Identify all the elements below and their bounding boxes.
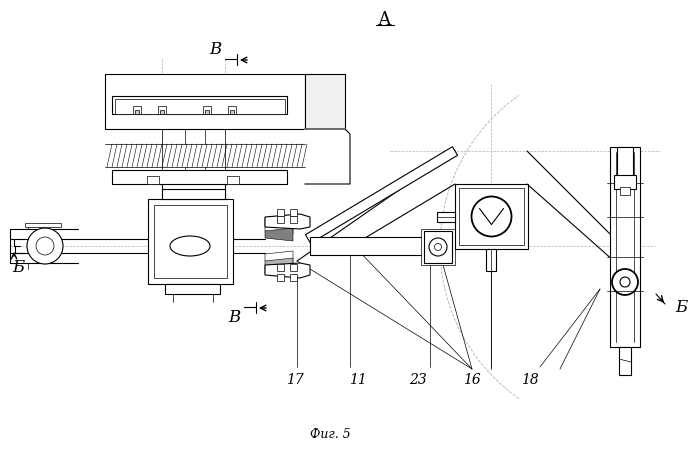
Bar [160,111,164,115]
Bar [203,107,211,115]
Bar [25,224,61,227]
Bar [619,347,631,375]
Polygon shape [305,130,350,184]
Circle shape [429,239,447,257]
Bar [165,285,220,295]
Circle shape [27,229,63,264]
Text: 23: 23 [409,372,427,386]
Circle shape [612,269,638,295]
Bar [424,231,452,263]
Bar [290,274,297,281]
Circle shape [435,244,442,251]
Polygon shape [265,265,293,277]
Text: Фиг. 5: Фиг. 5 [310,428,350,441]
Bar [227,177,239,184]
Bar [277,210,284,216]
Bar [105,75,305,130]
Bar [112,170,287,184]
Bar [112,97,287,115]
Text: 11: 11 [349,372,367,386]
Bar [310,238,445,255]
Text: 16: 16 [463,372,481,386]
Circle shape [36,238,54,255]
Bar [614,175,636,189]
Text: Б: Б [12,259,24,276]
Bar [277,274,284,281]
Bar [162,189,225,199]
Bar [290,216,297,224]
Bar [230,111,234,115]
Polygon shape [265,263,310,278]
Text: В: В [209,41,221,58]
Bar [115,100,285,115]
Bar [228,107,236,115]
Bar [459,189,524,245]
Bar [421,230,455,265]
Polygon shape [265,258,293,272]
Bar [305,75,345,130]
Bar [620,188,630,196]
Circle shape [472,197,512,237]
Bar [133,107,141,115]
Polygon shape [305,147,458,244]
Bar [135,111,139,115]
Bar [290,264,297,272]
Bar [277,216,284,224]
Ellipse shape [170,236,210,257]
Bar [617,147,633,178]
Text: Б: Б [675,299,687,316]
Polygon shape [265,252,293,264]
Bar [290,210,297,216]
Bar [158,107,166,115]
Text: В: В [228,309,240,326]
Bar [277,264,284,272]
Text: 18: 18 [521,372,539,386]
Polygon shape [265,221,293,235]
Text: 17: 17 [286,372,304,386]
Polygon shape [265,215,310,230]
Bar [610,147,640,347]
Polygon shape [265,229,293,241]
Bar [437,212,455,222]
Bar [154,206,227,278]
Bar [147,177,159,184]
Circle shape [620,277,630,287]
Bar [455,184,528,249]
Polygon shape [265,216,293,227]
Text: А: А [378,11,392,29]
Bar [487,249,496,272]
Bar [148,199,233,285]
Bar [205,111,209,115]
